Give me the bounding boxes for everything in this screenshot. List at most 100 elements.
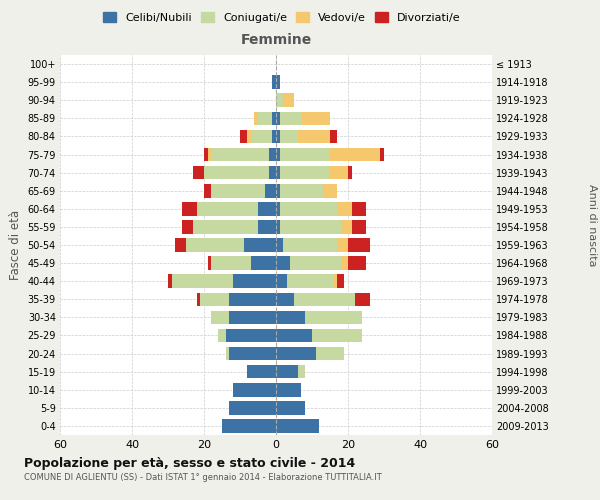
Bar — [186, 238, 244, 252]
Bar — [380, 148, 384, 162]
Bar — [283, 94, 294, 107]
Bar — [276, 220, 280, 234]
Y-axis label: Fasce di età: Fasce di età — [9, 210, 22, 280]
Bar — [276, 202, 280, 215]
Bar — [348, 238, 370, 252]
Bar — [211, 256, 251, 270]
Text: Anni di nascita: Anni di nascita — [587, 184, 597, 266]
Bar — [276, 292, 294, 306]
Bar — [280, 202, 337, 215]
Bar — [272, 76, 276, 89]
Bar — [276, 94, 283, 107]
Bar — [208, 256, 211, 270]
Bar — [272, 130, 276, 143]
Bar — [276, 148, 280, 162]
Bar — [280, 112, 301, 125]
Bar — [229, 310, 276, 324]
Bar — [204, 148, 208, 162]
Bar — [337, 238, 348, 252]
Bar — [247, 365, 276, 378]
Bar — [269, 148, 276, 162]
Bar — [276, 256, 290, 270]
Bar — [323, 184, 337, 198]
Bar — [247, 130, 251, 143]
Bar — [276, 76, 280, 89]
Bar — [330, 166, 348, 179]
Bar — [337, 274, 344, 288]
Bar — [175, 238, 186, 252]
Bar — [172, 274, 233, 288]
Bar — [211, 148, 269, 162]
Bar — [294, 292, 355, 306]
Bar — [276, 365, 298, 378]
Bar — [233, 383, 276, 396]
Bar — [312, 328, 362, 342]
Bar — [337, 202, 352, 215]
Bar — [251, 256, 276, 270]
Text: Popolazione per età, sesso e stato civile - 2014: Popolazione per età, sesso e stato civil… — [24, 458, 355, 470]
Bar — [240, 130, 247, 143]
Bar — [276, 184, 280, 198]
Bar — [276, 328, 312, 342]
Bar — [258, 112, 272, 125]
Bar — [298, 130, 330, 143]
Bar — [168, 274, 172, 288]
Bar — [200, 292, 229, 306]
Bar — [229, 292, 276, 306]
Bar — [290, 256, 341, 270]
Text: COMUNE DI AGLIENTU (SS) - Dati ISTAT 1° gennaio 2014 - Elaborazione TUTTITALIA.I: COMUNE DI AGLIENTU (SS) - Dati ISTAT 1° … — [24, 472, 382, 482]
Bar — [276, 274, 287, 288]
Bar — [283, 238, 337, 252]
Bar — [204, 166, 269, 179]
Bar — [276, 166, 280, 179]
Bar — [258, 202, 276, 215]
Bar — [276, 347, 316, 360]
Bar — [298, 365, 305, 378]
Bar — [197, 292, 200, 306]
Bar — [226, 347, 229, 360]
Bar — [348, 256, 366, 270]
Bar — [348, 166, 352, 179]
Bar — [193, 166, 204, 179]
Bar — [287, 274, 334, 288]
Bar — [182, 202, 197, 215]
Bar — [276, 401, 305, 414]
Bar — [341, 256, 348, 270]
Bar — [226, 328, 276, 342]
Bar — [355, 292, 370, 306]
Bar — [276, 238, 283, 252]
Bar — [280, 166, 330, 179]
Legend: Celibi/Nubili, Coniugati/e, Vedovi/e, Divorziati/e: Celibi/Nubili, Coniugati/e, Vedovi/e, Di… — [99, 8, 465, 28]
Bar — [193, 220, 258, 234]
Bar — [197, 202, 258, 215]
Bar — [258, 220, 276, 234]
Bar — [280, 148, 330, 162]
Bar — [352, 202, 366, 215]
Bar — [330, 130, 337, 143]
Bar — [208, 148, 211, 162]
Bar — [280, 220, 341, 234]
Bar — [301, 112, 330, 125]
Bar — [276, 383, 301, 396]
Bar — [276, 112, 280, 125]
Bar — [334, 274, 337, 288]
Bar — [254, 112, 258, 125]
Bar — [280, 130, 298, 143]
Bar — [280, 184, 323, 198]
Bar — [265, 184, 276, 198]
Bar — [211, 310, 229, 324]
Bar — [251, 130, 272, 143]
Bar — [272, 112, 276, 125]
Bar — [276, 130, 280, 143]
Bar — [352, 220, 366, 234]
Bar — [276, 310, 305, 324]
Bar — [269, 166, 276, 179]
Text: Femmine: Femmine — [241, 34, 311, 48]
Bar — [229, 347, 276, 360]
Bar — [330, 148, 380, 162]
Bar — [182, 220, 193, 234]
Bar — [341, 220, 352, 234]
Bar — [316, 347, 344, 360]
Bar — [218, 328, 226, 342]
Bar — [204, 184, 211, 198]
